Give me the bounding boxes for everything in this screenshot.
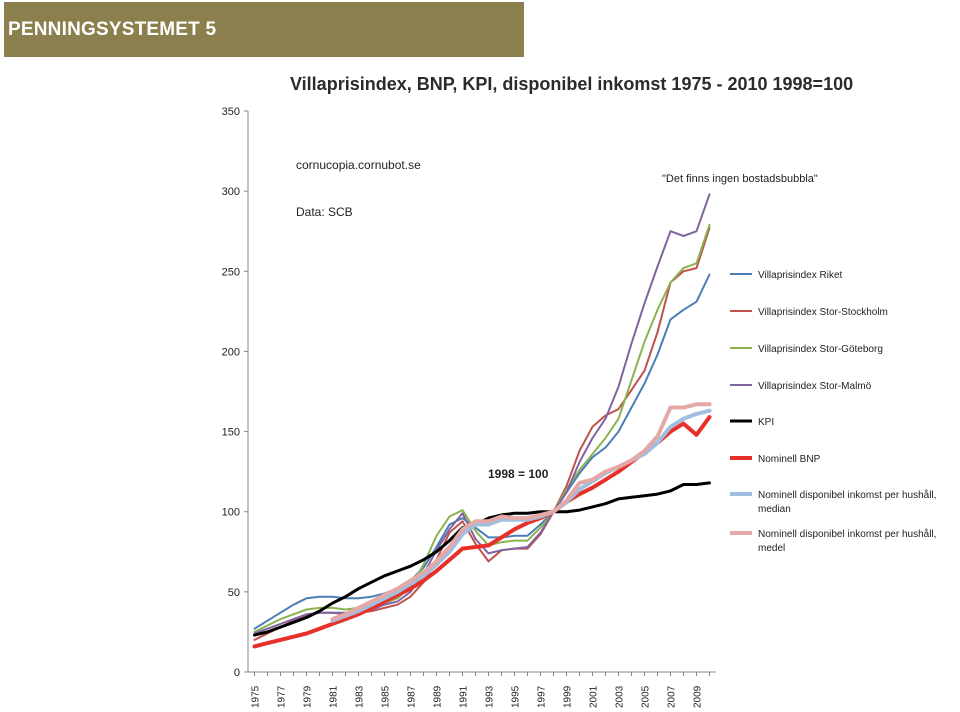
x-tick-label: 2009 (693, 685, 704, 708)
x-tick-label: 1979 (303, 685, 314, 708)
x-tick-label: 1981 (329, 685, 340, 708)
x-tick-label: 1977 (277, 685, 288, 708)
legend-label: Nominell BNP (758, 454, 821, 465)
chart-title: Villaprisindex, BNP, KPI, disponibel ink… (290, 74, 854, 94)
y-tick-label: 250 (222, 266, 240, 278)
annotation-quote: "Det finns ingen bostadsbubbla" (662, 173, 818, 185)
x-tick-label: 2003 (615, 685, 626, 708)
y-tick-label: 0 (234, 667, 240, 679)
legend-label: medel (758, 543, 785, 554)
x-tick-label: 1975 (251, 685, 262, 708)
legend-label: Villaprisindex Stor-Stockholm (758, 307, 888, 318)
x-tick-label: 2001 (589, 685, 600, 708)
x-tick-label: 1989 (433, 685, 444, 708)
y-tick-label: 350 (222, 106, 240, 118)
x-tick-label: 1997 (537, 685, 548, 708)
legend-label: Villaprisindex Stor-Göteborg (758, 344, 883, 355)
legend-label: Nominell disponibel inkomst per hushåll, (758, 489, 936, 501)
series-line-nominell-disponibel-inkomst-per-hush-ll-medel (330, 402, 712, 622)
series-line-villaprisindex-stor-g-teborg (253, 223, 711, 633)
annotation-source-site: cornucopia.cornubot.se (296, 158, 421, 172)
page-heading: PENNINGSYSTEMET 5 (8, 19, 217, 40)
x-tick-label: 1999 (563, 685, 574, 708)
series-line-villaprisindex-stor-malm- (253, 193, 711, 635)
y-tick-label: 300 (222, 186, 240, 198)
legend-label: median (758, 504, 791, 515)
x-tick-label: 1985 (381, 685, 392, 708)
x-tick-label: 1995 (511, 685, 522, 708)
y-tick-label: 50 (228, 587, 240, 599)
annotation-base-label: 1998 = 100 (488, 467, 549, 481)
y-tick-label: 100 (222, 507, 240, 519)
x-tick-label: 1991 (459, 685, 470, 708)
header-banner: PENNINGSYSTEMET 5 (4, 2, 524, 57)
series-line-villaprisindex-stor-stockholm (253, 227, 711, 641)
series-line-villaprisindex-riket (253, 273, 711, 630)
legend-label: Villaprisindex Riket (758, 270, 843, 281)
x-tick-label: 1983 (355, 685, 366, 708)
x-tick-label: 2007 (667, 685, 678, 708)
y-tick-label: 200 (222, 346, 240, 358)
x-tick-label: 2005 (641, 685, 652, 708)
annotation-data-source: Data: SCB (296, 205, 353, 219)
legend-label: Villaprisindex Stor-Malmö (758, 381, 872, 392)
x-tick-label: 1993 (485, 685, 496, 708)
y-tick-label: 150 (222, 427, 240, 439)
legend-label: KPI (758, 417, 774, 428)
legend-label: Nominell disponibel inkomst per hushåll, (758, 528, 936, 540)
x-tick-label: 1987 (407, 685, 418, 708)
